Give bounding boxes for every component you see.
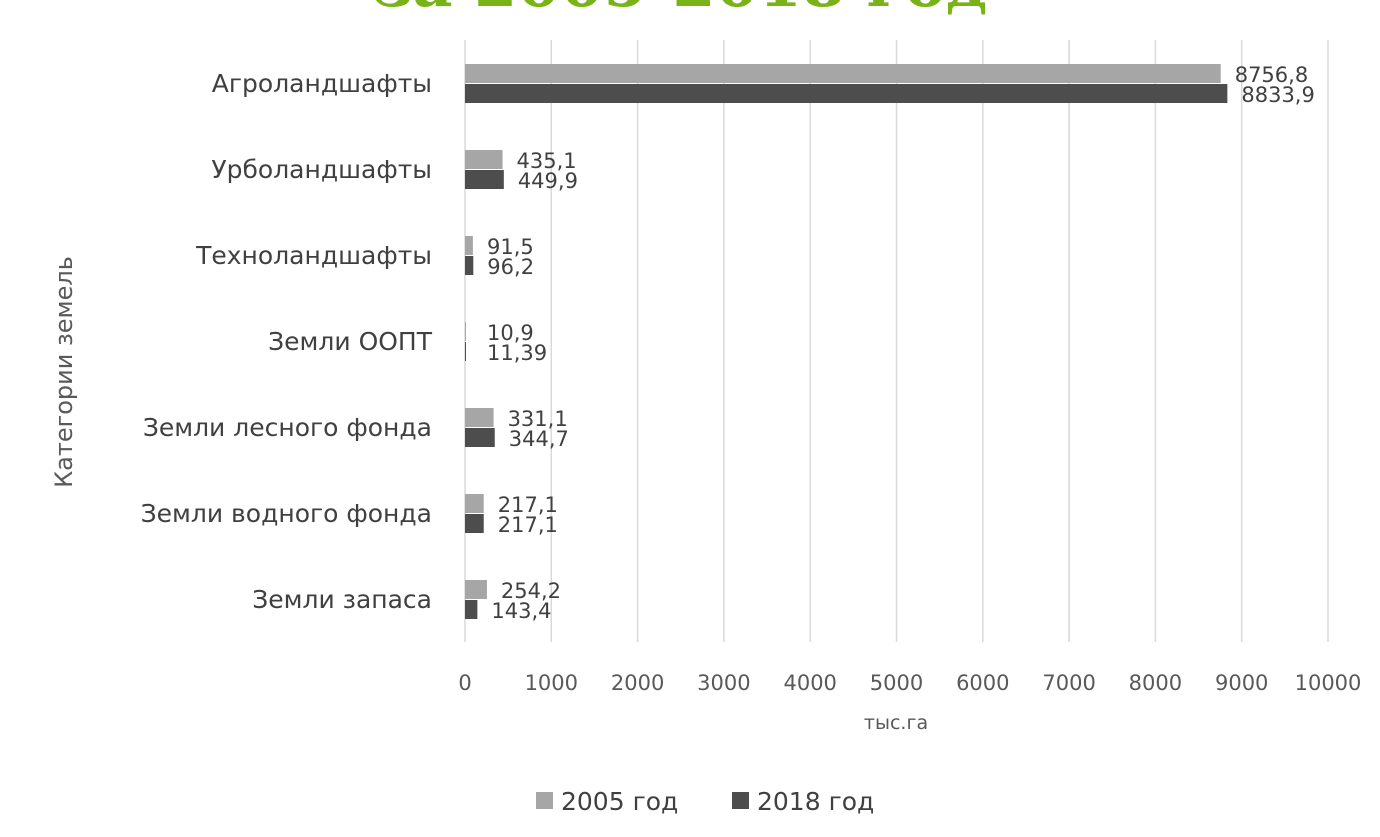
bar xyxy=(465,514,484,533)
bar xyxy=(465,256,474,275)
x-tick-label: 6000 xyxy=(956,671,1009,695)
data-label: 217,1 xyxy=(498,513,558,537)
legend-label: 2005 год xyxy=(561,787,678,816)
x-tick-label: 1000 xyxy=(525,671,578,695)
data-label: 10,9 xyxy=(487,321,534,345)
chart-title: за 2005-2018 год xyxy=(373,0,987,21)
bar xyxy=(465,428,495,447)
data-label: 254,2 xyxy=(501,579,561,603)
x-tick-label: 3000 xyxy=(697,671,750,695)
data-label: 449,9 xyxy=(518,169,578,193)
data-label: 91,5 xyxy=(487,235,534,259)
category-label: Агроландшафты xyxy=(212,69,432,98)
bar xyxy=(465,342,466,361)
data-label: 8833,9 xyxy=(1241,83,1314,107)
bar xyxy=(465,236,473,255)
y-axis-label: Категории земель xyxy=(50,256,78,488)
data-label: 143,4 xyxy=(491,599,551,623)
bar xyxy=(465,600,478,619)
x-tick-label: 10000 xyxy=(1295,671,1362,695)
data-label: 344,7 xyxy=(509,427,569,451)
bars xyxy=(465,64,1228,619)
x-tick-label: 7000 xyxy=(1042,671,1095,695)
bar xyxy=(465,322,466,341)
x-tick-label: 0 xyxy=(458,671,471,695)
data-label: 217,1 xyxy=(498,493,558,517)
bar xyxy=(465,494,484,513)
data-label: 8756,8 xyxy=(1235,63,1308,87)
x-tick-label: 4000 xyxy=(783,671,836,695)
category-label: Земли ООПТ xyxy=(268,327,433,356)
bar xyxy=(465,408,494,427)
x-axis-label: тыс.га xyxy=(864,712,928,734)
gridlines xyxy=(464,40,1329,642)
x-tick-label: 9000 xyxy=(1215,671,1268,695)
legend-label: 2018 год xyxy=(757,787,874,816)
bar xyxy=(465,580,487,599)
legend-swatch xyxy=(536,792,553,809)
x-tick-label: 8000 xyxy=(1129,671,1182,695)
data-label: 331,1 xyxy=(508,407,568,431)
legend-swatch xyxy=(732,792,749,809)
bar xyxy=(465,150,503,169)
x-tick-label: 2000 xyxy=(611,671,664,695)
category-label: Земли лесного фонда xyxy=(143,413,432,442)
bar xyxy=(465,84,1228,103)
category-label: Земли запаса xyxy=(252,585,432,614)
bar xyxy=(465,170,504,189)
data-label: 435,1 xyxy=(517,149,577,173)
category-label: Урболандшафты xyxy=(211,155,432,184)
legend: 2005 год 2018 год xyxy=(536,787,874,816)
category-labels: Агроландшафты Урболандшафты Техноландшафты… xyxy=(141,69,433,614)
x-tick-label: 5000 xyxy=(870,671,923,695)
bar xyxy=(465,64,1221,83)
category-label: Техноландшафты xyxy=(195,241,432,270)
x-tick-labels: 0 1000 2000 3000 4000 5000 6000 7000 8000 9000 100… xyxy=(458,671,1361,695)
data-label: 11,39 xyxy=(487,341,547,365)
data-label: 96,2 xyxy=(487,255,534,279)
category-label: Земли водного фонда xyxy=(141,499,432,528)
